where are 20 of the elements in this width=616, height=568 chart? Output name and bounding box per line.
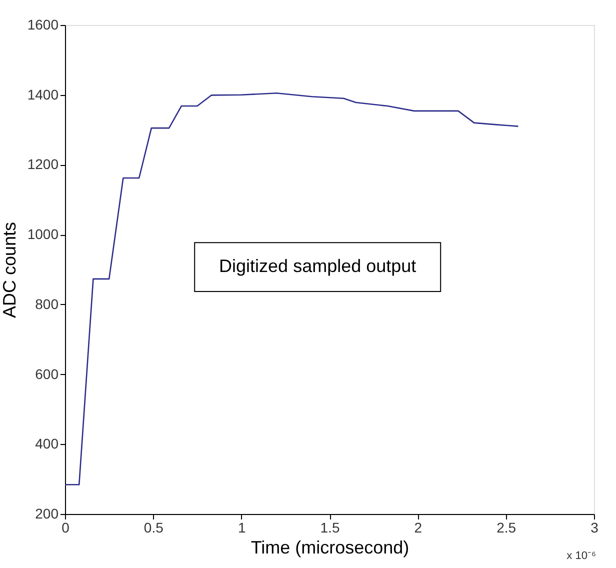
y-tick-label: 1400 [27,86,59,102]
y-axis-title: ADC counts [0,222,20,318]
y-tick-label: 800 [35,296,59,312]
x-tick-label: 1 [238,520,246,536]
y-tick-label: 1200 [27,156,59,172]
y-tick-label: 1000 [27,226,59,242]
x-axis-title: Time (microsecond) [250,538,410,558]
x-tick-label: 2 [414,520,422,536]
y-tick-label: 1600 [27,16,59,32]
x-tick-label: 1.5 [320,520,340,536]
x-tick-label: 2.5 [496,520,516,536]
x-tick-label: 0.5 [144,520,164,536]
y-tick-label: 400 [35,436,59,452]
x-tick-label: 3 [590,520,599,536]
y-tick-label: 200 [35,506,59,522]
text: x 10⁻⁶ [566,550,596,562]
annotation: Digitized sampled output [219,256,416,276]
y-tick-label: 600 [35,366,59,382]
x-tick-label: 0 [62,520,70,536]
line-series [64,92,519,486]
